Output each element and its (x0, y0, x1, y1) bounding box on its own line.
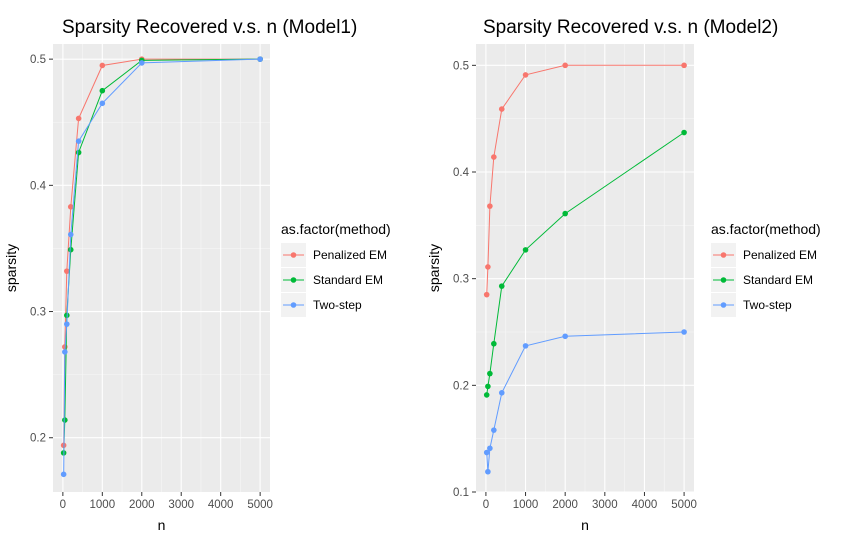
data-point (485, 468, 491, 475)
legend-key-point (290, 302, 297, 308)
data-point (483, 291, 490, 298)
data-point (75, 138, 82, 144)
data-point (562, 333, 568, 340)
y-tick-label: 0.5 (453, 60, 469, 72)
data-point (62, 417, 68, 423)
legend-label: Penalized EM (743, 248, 817, 262)
x-tick-label: 2000 (552, 499, 578, 511)
data-point (491, 340, 497, 347)
legend-label: Two-step (743, 298, 792, 312)
data-point (562, 210, 568, 217)
data-point (498, 283, 505, 289)
y-axis-title: sparsity (3, 244, 19, 292)
data-point (522, 343, 529, 349)
legend-label: Penalized EM (313, 248, 387, 262)
y-tick-label: 0.3 (30, 307, 46, 319)
y-axis-title: sparsity (426, 244, 442, 292)
data-point (257, 56, 263, 62)
legend-label: Two-step (313, 298, 362, 312)
y-tick-label: 0.2 (30, 433, 46, 445)
data-point (487, 203, 493, 209)
data-point (75, 149, 82, 156)
data-point (99, 100, 106, 107)
data-point (60, 471, 67, 478)
legend-label: Standard EM (313, 273, 383, 287)
series-line-penalized-em (486, 64, 685, 295)
legend-key-point (290, 252, 297, 258)
panel-1: 0 1000 2000 3000 4000 5000 0.2 0.3 0.4 0.5 Sparsit… (3, 17, 391, 533)
y-tick-label: 0.4 (30, 180, 47, 192)
y-tick-label: 0.2 (453, 380, 469, 392)
x-tick-label: 5000 (671, 499, 697, 511)
data-point (681, 62, 687, 69)
x-tick-label: 0 (483, 499, 489, 511)
data-point (483, 449, 490, 456)
data-point (491, 427, 497, 433)
data-point (67, 203, 74, 210)
data-point (67, 246, 74, 253)
x-tick-label: 1000 (513, 499, 539, 511)
data-point (64, 268, 70, 274)
data-point (485, 264, 491, 270)
data-point (491, 154, 497, 160)
legend-key-point (720, 302, 727, 308)
data-point (75, 115, 82, 122)
chart-title: Sparsity Recovered v.s. n (Model1) (62, 17, 357, 38)
chart-title: Sparsity Recovered v.s. n (Model2) (483, 17, 778, 38)
legend-title: as.factor(method) (711, 221, 821, 237)
y-tick-label: 0.1 (453, 487, 469, 499)
y-tick-label: 0.3 (453, 274, 469, 286)
data-point (681, 129, 687, 136)
data-point (62, 349, 68, 355)
data-point (562, 62, 568, 69)
legend-key-point (290, 277, 297, 283)
data-point (487, 445, 493, 452)
x-tick-label: 0 (60, 499, 66, 511)
data-point (67, 231, 74, 238)
series-line-penalized-em (63, 58, 261, 446)
legend-title: as.factor(method) (281, 221, 391, 237)
data-point (681, 329, 687, 335)
series-line-standard-em (63, 58, 261, 453)
y-tick-label: 0.4 (453, 167, 470, 179)
x-tick-label: 4000 (632, 499, 658, 511)
x-axis-title: n (581, 517, 589, 533)
data-point (487, 370, 493, 377)
data-point (485, 383, 491, 390)
panel-2: 0 1000 2000 3000 4000 5000 0.1 0.2 0.3 0.4 0.5 Spar… (426, 17, 821, 533)
legend-key-point (720, 277, 727, 283)
y-tick-label: 0.5 (30, 54, 46, 66)
x-tick-label: 2000 (129, 499, 155, 511)
legend-label: Standard EM (743, 273, 813, 287)
data-point (99, 87, 106, 94)
data-point (483, 392, 490, 398)
legend: as.factor(method) Penalized EM Standard EM… (281, 221, 391, 317)
legend: as.factor(method) Penalized EM Standard EM… (711, 221, 821, 317)
data-point (522, 247, 529, 253)
legend-key-point (720, 252, 727, 258)
x-axis-title: n (158, 517, 166, 533)
x-tick-label: 1000 (90, 499, 116, 511)
data-point (522, 72, 529, 78)
x-tick-label: 4000 (208, 499, 234, 511)
data-point (498, 390, 505, 396)
data-point (64, 321, 70, 327)
data-point (138, 60, 145, 66)
x-tick-label: 5000 (247, 499, 273, 511)
x-tick-label: 3000 (592, 499, 618, 511)
series-line-two-step (486, 331, 685, 472)
x-tick-label: 3000 (168, 499, 194, 511)
data-point (99, 62, 106, 69)
series-line-two-step (63, 58, 261, 475)
data-point (498, 106, 505, 112)
